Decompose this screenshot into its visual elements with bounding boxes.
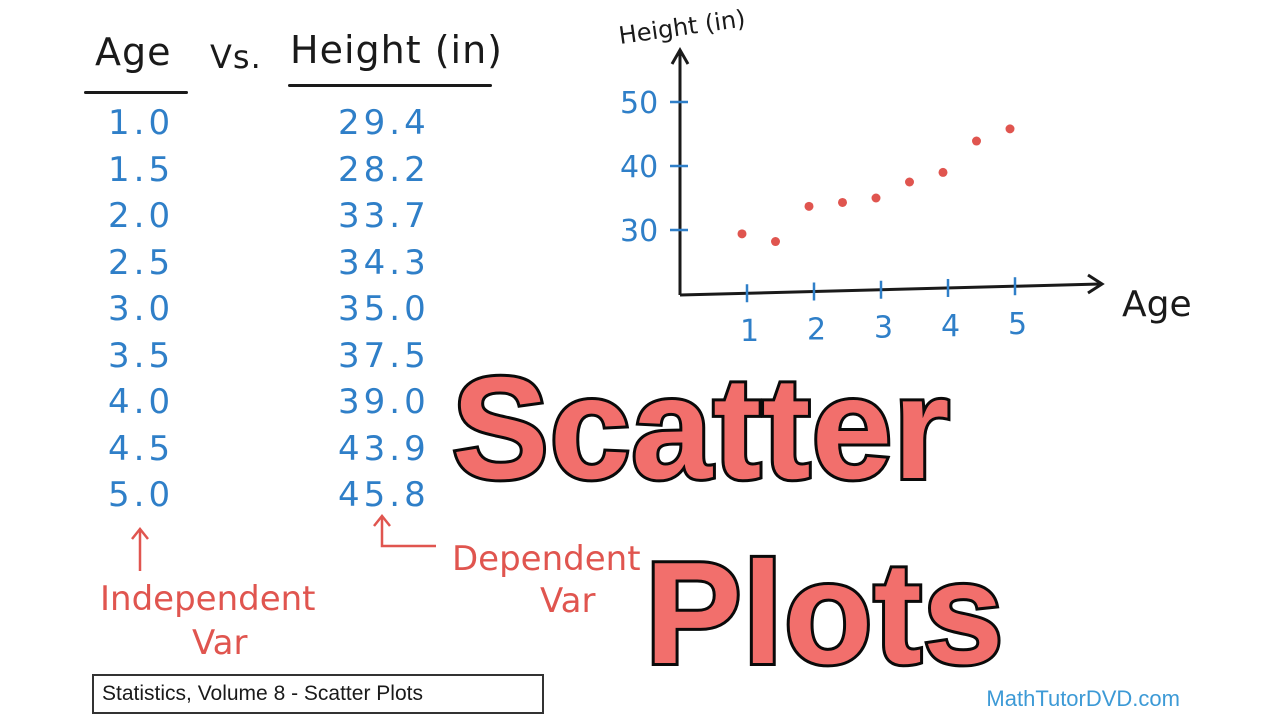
age-value: 1.0: [108, 103, 175, 143]
age-value: 2.0: [108, 196, 175, 236]
height-value: 28.2: [338, 149, 430, 190]
dependent-var-label: Var: [540, 581, 596, 621]
data-point: [905, 177, 914, 187]
height-column: 29.4 28.2 33.7 34.3 35.0 37.5 39.0 43.9 45.8: [338, 100, 430, 519]
chart-ticks: 1 2 3 4 5 30 40 50: [620, 86, 1027, 349]
scatter-chart: 1 2 3 4 5 30 40 50 Height (in) Age: [617, 4, 1192, 349]
age-value: 3.5: [108, 335, 175, 376]
age-value: 3.0: [108, 289, 175, 329]
x-axis-label: Age: [1122, 284, 1192, 325]
y-axis-arrowhead: [670, 46, 690, 65]
height-header-underline: [288, 84, 492, 87]
independent-var-label: Var: [192, 623, 248, 663]
brand-link[interactable]: MathTutorDVD.com: [986, 686, 1180, 711]
data-point: [972, 136, 981, 146]
height-value: 29.4: [338, 103, 430, 143]
data-point: [771, 237, 780, 247]
age-value: 5.0: [108, 475, 175, 515]
video-caption: Statistics, Volume 8 - Scatter Plots: [92, 674, 544, 714]
height-value: 34.3: [338, 242, 430, 283]
height-header: Height (in): [290, 28, 503, 72]
title-plots: Plots: [642, 529, 1006, 697]
age-value: 2.5: [108, 242, 175, 283]
x-tick-label: 1: [740, 314, 759, 349]
chart-points: [737, 124, 1015, 247]
x-tick-label: 2: [807, 312, 826, 347]
x-tick-label: 4: [941, 309, 960, 344]
age-column: 1.0 1.5 2.0 2.5 3.0 3.5 4.0 4.5 5.0: [108, 100, 174, 519]
data-point: [737, 229, 747, 239]
vs-label: Vs.: [210, 38, 262, 76]
y-axis-label: Height (in): [617, 4, 747, 49]
age-header-underline: [84, 91, 188, 94]
height-value: 39.0: [338, 382, 430, 422]
x-axis-arrowhead: [1087, 273, 1105, 295]
chart-axes: [670, 46, 1105, 297]
height-value: 43.9: [338, 428, 430, 469]
independent-label: Independent: [100, 579, 316, 619]
y-tick-label: 40: [620, 150, 658, 185]
data-point: [1005, 124, 1015, 134]
age-value: 1.5: [108, 149, 175, 190]
data-table: Age Vs. Height (in) 1.0 1.5 2.0 2.5 3.0 3.5 4.…: [0, 0, 560, 680]
data-point: [804, 201, 814, 211]
x-tick-label: 3: [874, 311, 893, 346]
age-value: 4.5: [108, 428, 175, 469]
data-point: [938, 167, 948, 177]
data-point: [871, 193, 881, 203]
x-axis-line: [679, 282, 1101, 297]
height-value: 37.5: [338, 335, 430, 376]
title-scatter: Scatter: [449, 344, 953, 512]
height-value: 45.8: [338, 475, 430, 515]
age-value: 4.0: [108, 382, 175, 422]
dependent-arrow: [373, 513, 436, 548]
dependent-label: Dependent: [452, 539, 641, 579]
height-value: 33.7: [338, 196, 430, 236]
y-tick-label: 30: [620, 214, 658, 249]
data-point: [838, 197, 847, 207]
y-tick-label: 50: [620, 86, 658, 121]
height-value: 35.0: [338, 289, 430, 329]
age-header: Age: [95, 30, 172, 74]
x-tick-label: 5: [1008, 307, 1027, 342]
independent-arrow: [131, 526, 149, 571]
